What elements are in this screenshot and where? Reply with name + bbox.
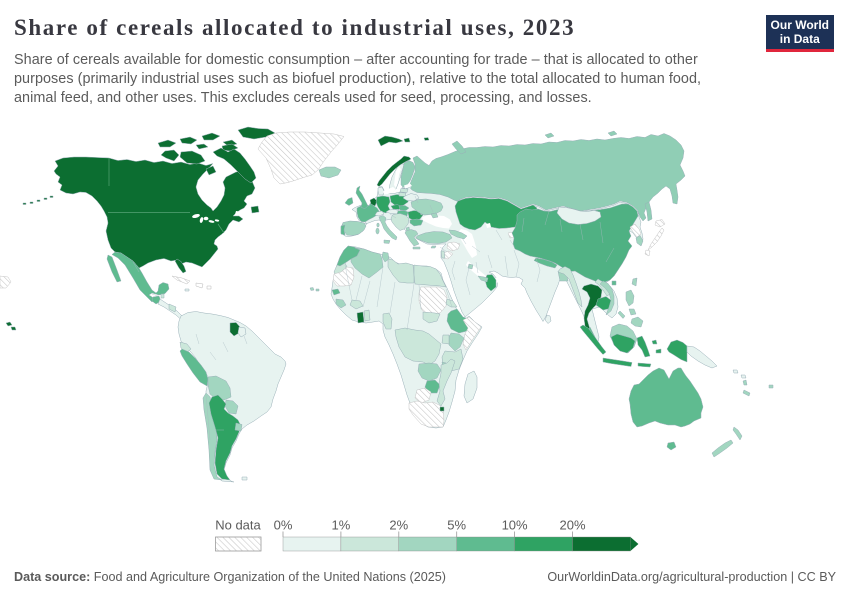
svg-text:No data: No data xyxy=(215,518,261,533)
svg-text:2%: 2% xyxy=(389,518,408,533)
svg-text:10%: 10% xyxy=(502,518,528,533)
svg-text:0%: 0% xyxy=(274,518,293,533)
svg-text:5%: 5% xyxy=(447,518,466,533)
svg-text:1%: 1% xyxy=(332,518,351,533)
svg-text:20%: 20% xyxy=(559,518,585,533)
